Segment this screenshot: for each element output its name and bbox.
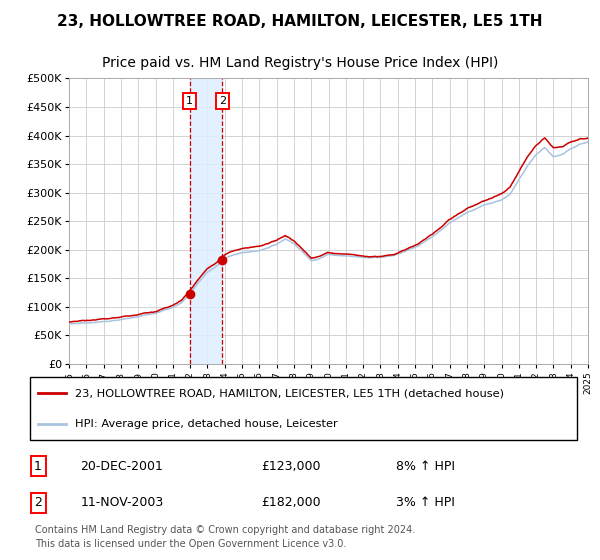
- Text: 8% ↑ HPI: 8% ↑ HPI: [396, 460, 455, 473]
- Text: 2: 2: [219, 96, 226, 106]
- Text: 1: 1: [34, 460, 42, 473]
- Text: Price paid vs. HM Land Registry's House Price Index (HPI): Price paid vs. HM Land Registry's House …: [102, 56, 498, 70]
- Text: 20-DEC-2001: 20-DEC-2001: [80, 460, 163, 473]
- Text: £182,000: £182,000: [261, 496, 320, 509]
- Text: 23, HOLLOWTREE ROAD, HAMILTON, LEICESTER, LE5 1TH: 23, HOLLOWTREE ROAD, HAMILTON, LEICESTER…: [57, 15, 543, 30]
- FancyBboxPatch shape: [29, 377, 577, 440]
- Text: £123,000: £123,000: [261, 460, 320, 473]
- Text: 11-NOV-2003: 11-NOV-2003: [80, 496, 164, 509]
- Text: Contains HM Land Registry data © Crown copyright and database right 2024.
This d: Contains HM Land Registry data © Crown c…: [35, 525, 416, 549]
- Text: 2: 2: [34, 496, 42, 509]
- Text: 3% ↑ HPI: 3% ↑ HPI: [396, 496, 455, 509]
- Text: HPI: Average price, detached house, Leicester: HPI: Average price, detached house, Leic…: [75, 418, 338, 428]
- Text: 23, HOLLOWTREE ROAD, HAMILTON, LEICESTER, LE5 1TH (detached house): 23, HOLLOWTREE ROAD, HAMILTON, LEICESTER…: [75, 388, 504, 398]
- Text: 1: 1: [186, 96, 193, 106]
- Bar: [190, 78, 223, 364]
